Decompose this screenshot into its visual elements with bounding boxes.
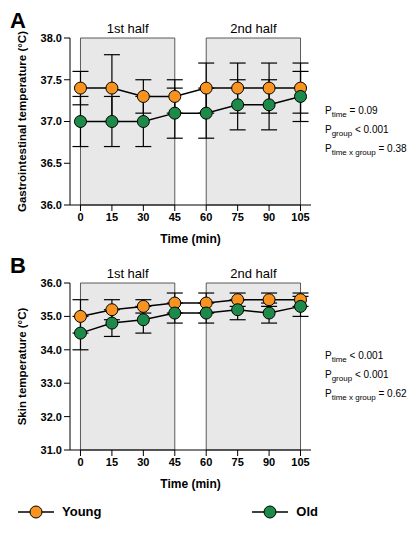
svg-text:1st half: 1st half [107,266,149,281]
html-text:Young: Young [62,504,102,519]
svg-text:32.0: 32.0 [41,411,62,423]
svg-text:75: 75 [232,456,244,468]
svg-text:105: 105 [291,456,309,468]
svg-text:90: 90 [263,456,275,468]
html-text:B: B [10,253,26,278]
svg-text:0: 0 [77,456,83,468]
svg-text:2nd half: 2nd half [230,266,277,281]
svg-text:38.0: 38.0 [41,32,62,44]
svg-text:15: 15 [106,456,118,468]
svg-text:105: 105 [291,211,309,223]
html-text:Ptime x group= 0.62: Ptime x group= 0.62 [325,388,407,402]
html-text:Ptime< 0.001: Ptime< 0.001 [325,350,384,364]
svg-text:60: 60 [200,211,212,223]
svg-text:45: 45 [169,456,181,468]
svg-text:75: 75 [232,211,244,223]
svg-text:36.0: 36.0 [41,277,62,289]
html-text:Ptime= 0.09: Ptime= 0.09 [325,105,378,119]
svg-text:37.5: 37.5 [41,74,62,86]
svg-text:45: 45 [169,211,181,223]
svg-text:Time (min): Time (min) [160,477,220,491]
svg-text:37.0: 37.0 [41,115,62,127]
svg-text:0: 0 [77,211,83,223]
html-text:Old: Old [296,504,318,519]
html-text:A: A [10,8,26,33]
svg-text:Skin temperature (°C): Skin temperature (°C) [16,307,28,425]
svg-text:Gastrointestinal temperature (: Gastrointestinal temperature (°C) [16,31,28,212]
svg-text:36.5: 36.5 [41,157,62,169]
svg-text:34.0: 34.0 [41,344,62,356]
svg-text:15: 15 [106,211,118,223]
svg-text:36.0: 36.0 [41,199,62,211]
svg-text:Time (min): Time (min) [160,232,220,246]
svg-text:90: 90 [263,211,275,223]
svg-text:2nd half: 2nd half [230,21,277,36]
svg-text:31.0: 31.0 [41,444,62,456]
html-text:Pgroup< 0.001: Pgroup< 0.001 [325,124,389,138]
html-text:Ptime x group= 0.38: Ptime x group= 0.38 [325,143,407,157]
svg-text:33.0: 33.0 [41,377,62,389]
svg-text:30: 30 [137,211,149,223]
svg-text:60: 60 [200,456,212,468]
svg-text:30: 30 [137,456,149,468]
html-text:Pgroup< 0.001: Pgroup< 0.001 [325,369,389,383]
svg-text:35.0: 35.0 [41,310,62,322]
svg-text:1st half: 1st half [107,21,149,36]
